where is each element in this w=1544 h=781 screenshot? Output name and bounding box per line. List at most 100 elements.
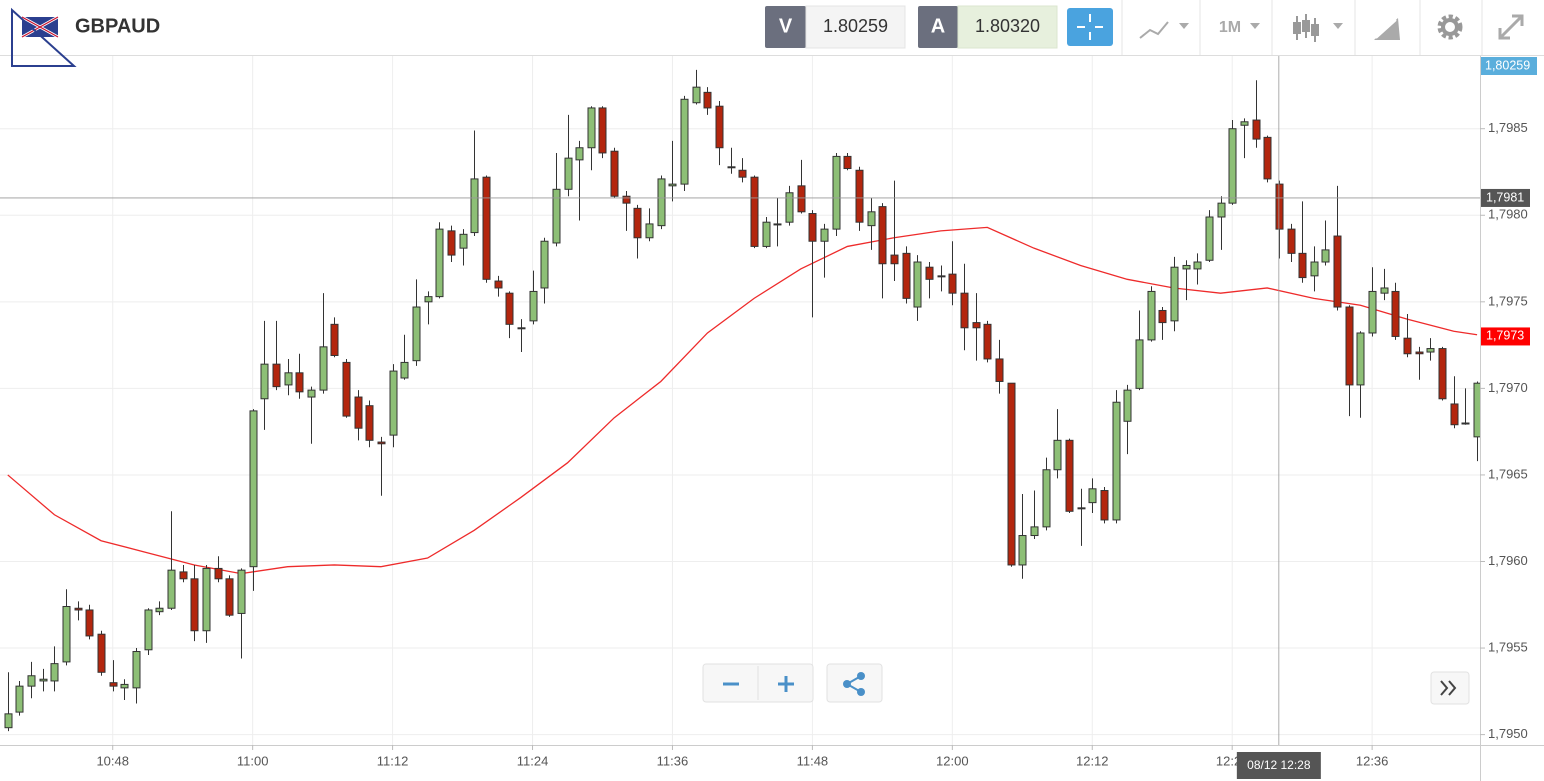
candle-body	[925, 266, 934, 280]
candle-body	[750, 176, 759, 247]
candle-body	[1356, 332, 1365, 386]
candle-body	[167, 569, 176, 609]
bid-box[interactable]	[805, 5, 906, 49]
candle-body	[50, 663, 59, 682]
ask-box[interactable]	[957, 5, 1058, 49]
candle-body	[564, 157, 573, 190]
bid-marker-label: 1,80259	[1485, 58, 1530, 72]
candle-body	[878, 206, 887, 265]
x-tick-label: 11:24	[517, 753, 549, 768]
candle-body	[1158, 309, 1167, 324]
chart-type-button[interactable]	[1139, 21, 1189, 39]
candle-body	[470, 178, 479, 234]
timeframe-caret[interactable]	[1250, 23, 1260, 29]
bid-tag[interactable]: V	[779, 15, 793, 37]
candle-body	[237, 569, 246, 614]
candle-body	[377, 441, 386, 445]
candle-body	[1275, 183, 1284, 230]
candle-body	[1135, 339, 1144, 389]
candle-body	[202, 567, 211, 632]
candle-body	[400, 361, 409, 379]
candle-body	[575, 147, 584, 161]
x-tick-label: 12:00	[936, 753, 969, 768]
candle-body	[1205, 216, 1214, 261]
candle-body	[995, 358, 1004, 382]
last-value-label: 1,7973	[1486, 329, 1524, 343]
candle-body	[785, 192, 794, 223]
candle-body	[144, 609, 153, 651]
candle-body	[867, 211, 876, 227]
candle-body	[85, 609, 94, 637]
crosshair-time-label: 08/12 12:28	[1247, 758, 1311, 772]
y-tick-label: 1,7970	[1488, 380, 1528, 395]
candle-body	[610, 150, 619, 197]
fullscreen-button[interactable]	[1498, 14, 1524, 40]
plot	[0, 56, 1480, 745]
candle-body	[1415, 351, 1424, 355]
x-tick-label: 11:00	[237, 753, 269, 768]
crosshair-button[interactable]	[1067, 8, 1113, 46]
candle-body	[773, 223, 782, 226]
candle-body	[39, 678, 48, 682]
bid-tag-box[interactable]	[765, 6, 806, 48]
candle-body	[1018, 535, 1027, 566]
candle-body	[540, 240, 549, 289]
candle-body	[1042, 469, 1051, 528]
candle-body	[354, 396, 363, 429]
candle-body	[179, 571, 188, 580]
draw-button[interactable]	[1374, 18, 1400, 40]
ask-price[interactable]: 1.80320	[975, 16, 1040, 36]
candle-body	[1228, 128, 1237, 204]
candle-body	[260, 363, 269, 400]
candle-body	[74, 607, 83, 611]
x-tick-label: 12:12	[1076, 753, 1109, 768]
candle-body	[1193, 261, 1202, 270]
candle-body	[668, 183, 677, 187]
candle-body	[1147, 290, 1156, 341]
x-tick-label: 11:36	[657, 753, 689, 768]
candle-body	[505, 292, 514, 325]
bid-price[interactable]: 1.80259	[823, 16, 888, 36]
timeframe[interactable]: 1M	[1219, 19, 1241, 36]
candle-body	[727, 166, 736, 169]
candle-body	[1007, 382, 1016, 566]
candle-body	[552, 188, 561, 244]
axis-labels: 1,7950 1,7955 1,7960 1,7965 1,7970 1,7975 1,79…	[96, 57, 1537, 779]
scroll-end-button[interactable]	[1440, 680, 1457, 696]
settings-button[interactable]	[1437, 14, 1463, 40]
candle-body	[657, 178, 666, 227]
candle-body	[459, 233, 468, 249]
zoom-in-button[interactable]	[778, 676, 794, 692]
candle-body	[1461, 422, 1470, 425]
candle-body	[1333, 235, 1342, 308]
last-value-box	[1481, 327, 1530, 346]
candle-body	[284, 372, 293, 386]
y-tick-label: 1,7980	[1488, 207, 1528, 222]
candle-body	[447, 230, 456, 256]
candle-body	[342, 361, 351, 417]
ask-tag[interactable]: A	[931, 15, 945, 37]
candle-body	[15, 685, 24, 713]
candle-body	[1030, 526, 1039, 537]
ask-tag-box[interactable]	[918, 6, 958, 48]
bid-marker-box	[1481, 57, 1537, 75]
symbol: GBPAUD	[75, 15, 160, 37]
candle-body	[214, 567, 223, 580]
candle-body	[4, 713, 13, 729]
candle-body	[365, 405, 374, 441]
share-button[interactable]	[843, 672, 865, 696]
candle-style-button[interactable]	[1293, 14, 1343, 42]
x-tick-label: 11:12	[377, 753, 409, 768]
candle-body	[1450, 403, 1459, 426]
candle-body	[529, 290, 538, 322]
candle-body	[97, 633, 106, 673]
candle-body	[983, 323, 992, 360]
candle-body	[1298, 252, 1307, 279]
candle-body	[1077, 507, 1086, 510]
scroll-end-box[interactable]	[1430, 671, 1470, 705]
y-tick-label: 1,7950	[1488, 726, 1528, 741]
candle-body	[680, 98, 689, 185]
candle-body	[855, 169, 864, 223]
share-box[interactable]	[826, 663, 883, 703]
